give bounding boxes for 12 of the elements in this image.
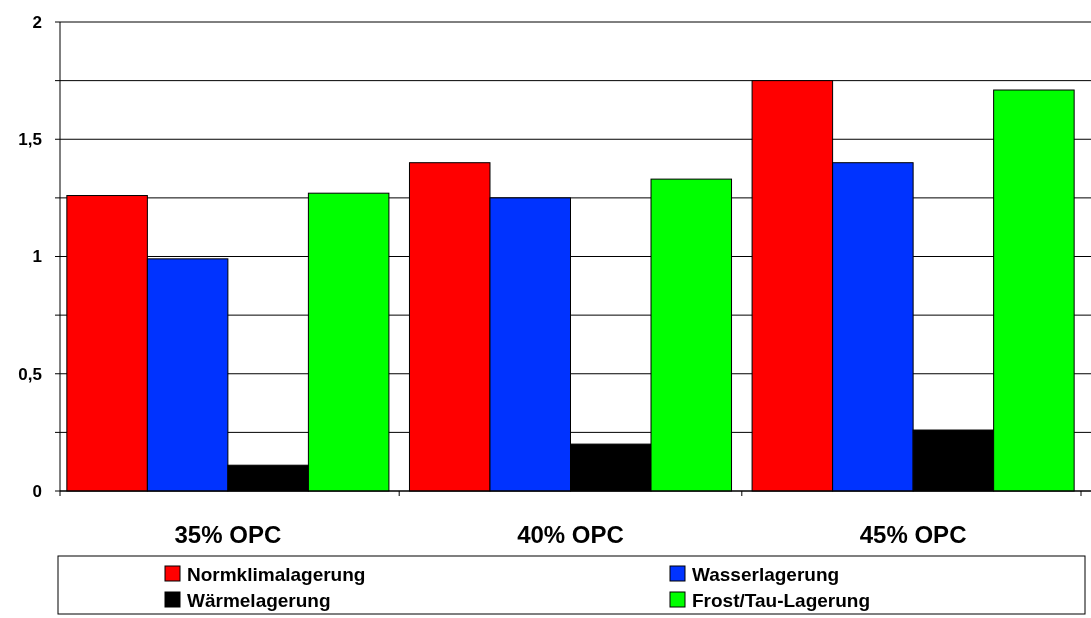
- x-tick-label: 45% OPC: [859, 521, 967, 548]
- y-tick-label: 0,5: [18, 364, 42, 384]
- y-tick-label: 0: [32, 481, 42, 501]
- y-tick-label: 2: [32, 12, 42, 32]
- legend-label: Normklimalagerung: [187, 563, 366, 585]
- x-tick-label: 40% OPC: [517, 521, 624, 548]
- y-tick-label: 1,5: [18, 130, 42, 150]
- legend-label: Wasserlagerung: [692, 563, 840, 585]
- legend-label: Frost/Tau-Lagerung: [692, 589, 871, 611]
- y-tick-label: 1: [32, 247, 42, 267]
- x-tick-label: 35% OPC: [174, 521, 282, 548]
- legend-label: Wärmelagerung: [187, 589, 331, 611]
